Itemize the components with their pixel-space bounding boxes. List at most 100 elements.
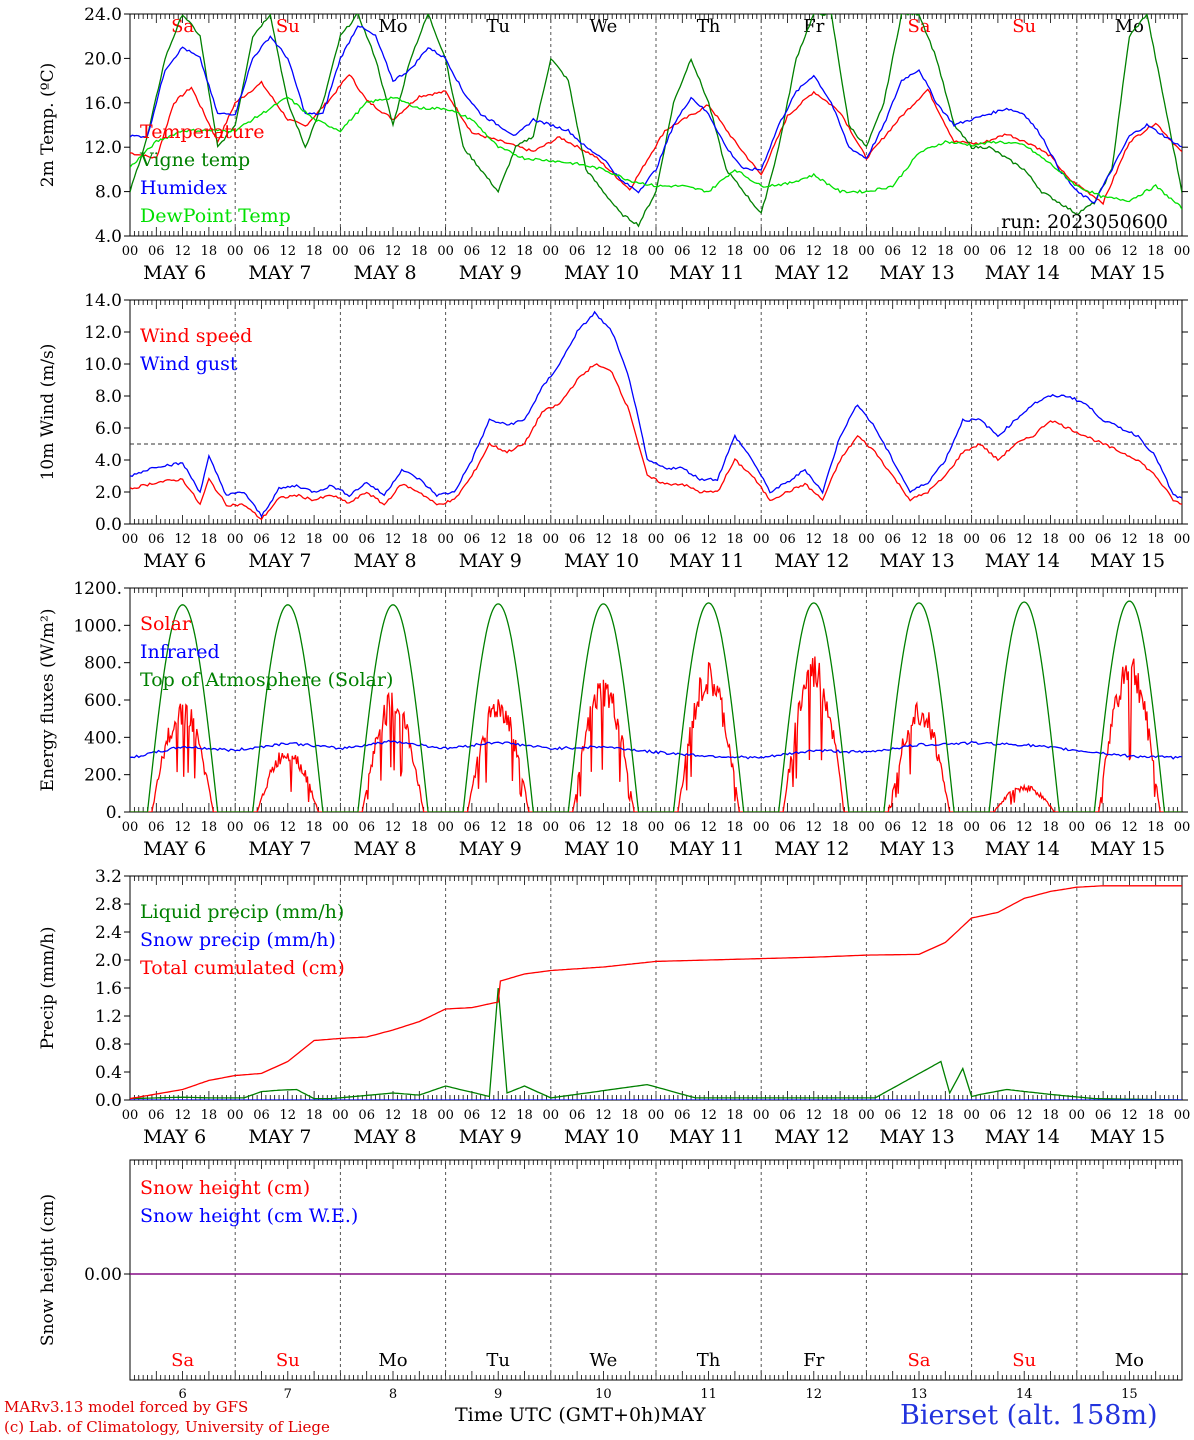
day-number-label: 6	[178, 1387, 186, 1402]
y-tick-label: 0.0	[95, 515, 122, 535]
day-label: MAY 15	[1090, 838, 1165, 860]
day-label: MAY 6	[143, 838, 206, 860]
hour-tick-label: 06	[253, 244, 270, 259]
hour-tick-label: 00	[332, 532, 349, 547]
series-line-top-of-atmosphere-solar-	[130, 600, 1182, 812]
hour-tick-label: 12	[385, 244, 402, 259]
hour-tick-label: 06	[464, 1108, 481, 1123]
legend-entry: Liquid precip (mm/h)	[140, 901, 344, 923]
day-label: MAY 8	[354, 262, 417, 284]
time-axis-title: Time UTC (GMT+0h)	[455, 1404, 661, 1426]
hour-tick-label: 18	[411, 820, 428, 835]
hour-tick-label: 18	[727, 820, 744, 835]
day-number-label: 14	[1016, 1387, 1033, 1402]
hour-tick-label: 12	[280, 532, 297, 547]
hour-tick-label: 06	[990, 820, 1007, 835]
day-label: MAY 8	[354, 550, 417, 572]
hour-tick-label: 06	[569, 1108, 586, 1123]
hour-tick-label: 06	[569, 820, 586, 835]
legend-entry: Infrared	[140, 641, 220, 663]
hour-tick-label: 18	[516, 244, 533, 259]
hour-tick-label: 18	[306, 820, 323, 835]
series-line-wind-speed	[130, 363, 1182, 521]
y-tick-label: 6.0	[95, 419, 122, 439]
hour-tick-label: 12	[174, 244, 191, 259]
hour-tick-label: 18	[621, 1108, 638, 1123]
hour-tick-label: 12	[911, 820, 928, 835]
weekday-label: Su	[1012, 16, 1036, 37]
day-label: MAY 12	[774, 262, 849, 284]
y-axis-label: 2m Temp. (ºC)	[38, 63, 58, 188]
legend-entry: Solar	[140, 613, 192, 635]
hour-tick-label: 00	[332, 244, 349, 259]
hour-tick-label: 12	[806, 244, 823, 259]
hour-tick-label: 12	[174, 820, 191, 835]
hour-tick-label: 00	[858, 820, 875, 835]
day-label: MAY 10	[564, 550, 639, 572]
hour-tick-label: 12	[700, 1108, 717, 1123]
y-tick-label: 16.0	[84, 94, 122, 114]
weekday-label: We	[590, 1350, 618, 1371]
hour-tick-label: 00	[227, 820, 244, 835]
y-tick-label: 1.2	[95, 1007, 122, 1027]
hour-tick-label: 18	[727, 244, 744, 259]
hour-tick-label: 00	[858, 532, 875, 547]
hour-tick-label: 12	[174, 1108, 191, 1123]
hour-tick-label: 00	[648, 820, 665, 835]
y-tick-label: 200.	[84, 766, 122, 786]
y-tick-label: 14.0	[84, 291, 122, 311]
day-label: MAY 13	[880, 262, 955, 284]
y-tick-label: 1000.	[73, 616, 122, 636]
hour-tick-label: 06	[779, 820, 796, 835]
y-tick-label: 8.0	[95, 183, 122, 203]
hour-tick-label: 12	[1121, 532, 1138, 547]
day-label: MAY 7	[248, 550, 311, 572]
y-tick-label: 4.0	[95, 451, 122, 471]
hour-tick-label: 00	[437, 532, 454, 547]
day-label: MAY 14	[985, 838, 1060, 860]
weekday-label: Tu	[486, 16, 510, 37]
y-tick-label: 800.	[84, 654, 122, 674]
y-tick-label: 2.8	[95, 895, 122, 915]
hour-tick-label: 18	[201, 244, 218, 259]
hour-tick-label: 12	[911, 1108, 928, 1123]
hour-tick-label: 18	[411, 244, 428, 259]
hour-tick-label: 18	[727, 1108, 744, 1123]
hour-tick-label: 12	[280, 244, 297, 259]
hour-tick-label: 00	[543, 820, 560, 835]
hour-tick-label: 12	[700, 820, 717, 835]
hour-tick-label: 06	[1095, 820, 1112, 835]
day-label: MAY 11	[669, 550, 744, 572]
weekday-label: Sa	[907, 16, 930, 37]
day-label: MAY 15	[1090, 550, 1165, 572]
day-number-label: 15	[1121, 1387, 1138, 1402]
weekday-label: We	[590, 16, 618, 37]
day-label: MAY 9	[459, 550, 522, 572]
hour-tick-label: 00	[753, 820, 770, 835]
hour-tick-label: 12	[1121, 820, 1138, 835]
series-line-liquid-precip-mm-h-	[130, 987, 1182, 1100]
hour-tick-label: 00	[753, 1108, 770, 1123]
hour-tick-label: 06	[990, 244, 1007, 259]
legend-entry: Vigne temp	[139, 149, 250, 171]
hour-tick-label: 18	[306, 244, 323, 259]
hour-tick-label: 00	[122, 532, 139, 547]
day-label: MAY 10	[564, 1126, 639, 1148]
y-tick-label: 600.	[84, 691, 122, 711]
hour-tick-label: 06	[358, 1108, 375, 1123]
day-label: MAY 7	[248, 1126, 311, 1148]
hour-tick-label: 06	[990, 532, 1007, 547]
hour-tick-label: 00	[437, 244, 454, 259]
y-axis-label: 10m Wind (m/s)	[38, 344, 58, 481]
hour-tick-label: 12	[595, 532, 612, 547]
hour-tick-label: 06	[674, 820, 691, 835]
y-tick-label: 12.0	[84, 138, 122, 158]
day-label: MAY 6	[143, 262, 206, 284]
hour-tick-label: 12	[806, 1108, 823, 1123]
weekday-label: Sa	[907, 1350, 930, 1371]
y-tick-label: 2.0	[95, 483, 122, 503]
day-label: MAY 11	[669, 838, 744, 860]
y-tick-label: 400.	[84, 728, 122, 748]
hour-tick-label: 06	[779, 1108, 796, 1123]
hour-tick-label: 18	[201, 1108, 218, 1123]
